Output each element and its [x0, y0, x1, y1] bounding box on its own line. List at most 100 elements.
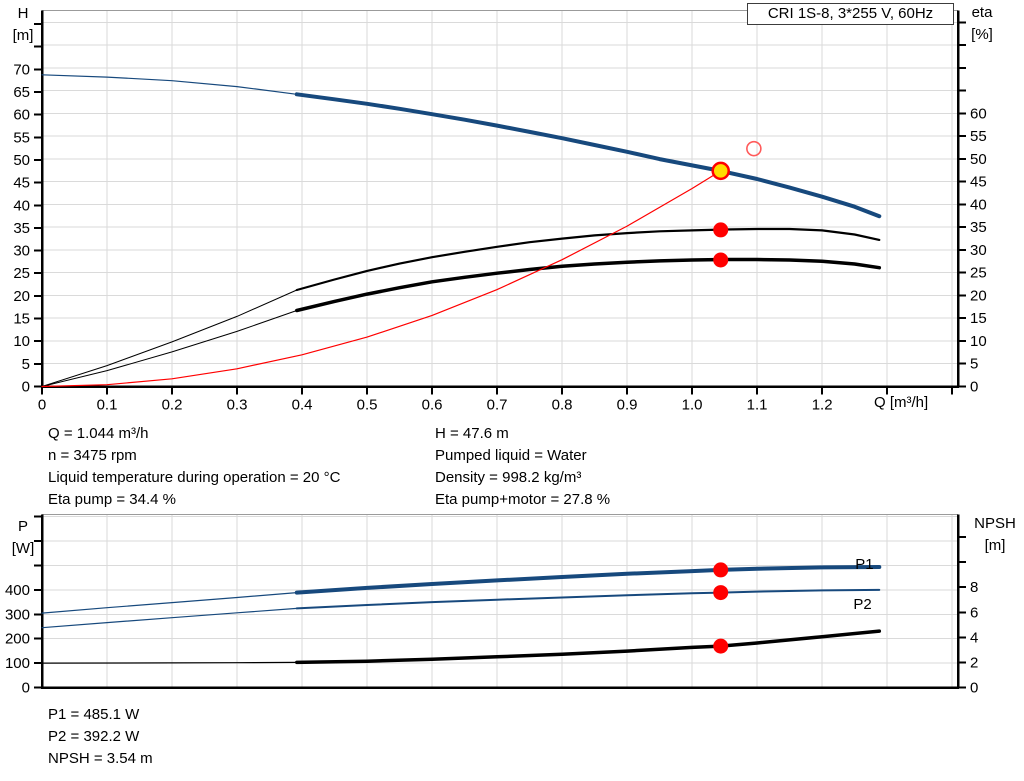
eta-axis-unit: [%] — [971, 26, 993, 43]
p2-point-marker — [713, 585, 729, 601]
left-tick-label: 20 — [13, 288, 30, 305]
left-tick-label: 25 — [13, 265, 30, 282]
right-tick-label: 50 — [970, 151, 987, 168]
qh-eta-chart: 0 5 10 15 20 25 30 35 40 45 50 55 60 65 70 0 5 10 15 20 25 30… — [13, 10, 987, 414]
left-tick-label: 5 — [22, 356, 30, 373]
right-tick-label: 6 — [970, 604, 978, 621]
left-tick-label: 100 — [5, 655, 30, 672]
left-tick-label: 0 — [22, 680, 30, 697]
gridlines — [42, 10, 958, 387]
eta-axis-letter: eta — [971, 4, 993, 21]
power-info: P1 = 485.1 W P2 = 392.2 W NPSH = 3.54 m — [48, 704, 153, 770]
eta-pump-curve — [295, 227, 881, 292]
x-tick-label: 0.1 — [97, 397, 118, 414]
x-tick-label: 1.0 — [682, 397, 703, 414]
q-axis-title: Q [m³/h] — [874, 394, 929, 411]
p2-curve-extrapolated — [41, 607, 298, 629]
right-tick-label: 60 — [970, 105, 987, 122]
p-axis-unit: [W] — [11, 540, 35, 557]
npsh-curve-extrapolated — [41, 661, 298, 664]
info-line-eta-pump-motor: Eta pump+motor = 27.8 % — [435, 491, 611, 508]
x-tick-label: 0.3 — [227, 397, 248, 414]
p1-curve — [294, 565, 882, 595]
p-axis-title: P [W] — [6, 516, 40, 560]
info-line-n: n = 3475 rpm — [48, 447, 137, 464]
h-axis-letter: H — [17, 5, 29, 22]
left-tick-label: 10 — [13, 333, 30, 350]
duty-point-marker — [711, 161, 730, 181]
left-tick-label: 50 — [13, 152, 30, 169]
eta-axis-title: eta [%] — [960, 2, 1004, 46]
right-tick-label: 5 — [970, 356, 978, 373]
rated-point-marker — [746, 140, 762, 157]
eta-pump-point-marker — [713, 222, 729, 238]
p2-curve — [295, 588, 881, 610]
x-tick-label: 0.9 — [617, 397, 638, 414]
power-npsh-chart: 0 100 200 300 400 0 2 4 6 8 P1 P2 — [5, 514, 978, 697]
curve-label-p1: P1 — [855, 556, 873, 573]
h-curve-extrapolated — [41, 74, 298, 95]
right-tick-label: 45 — [970, 174, 987, 191]
npsh-axis-unit: [m] — [984, 537, 1006, 554]
p-axis-letter: P — [17, 518, 28, 535]
eta-pump-curve-extrapolated — [41, 289, 298, 387]
x-tick-label: 0.8 — [552, 397, 573, 414]
left-tick-label: 40 — [13, 197, 30, 214]
x-tick-label: 1.1 — [747, 397, 768, 414]
info-line-p1: P1 = 485.1 W — [48, 706, 140, 723]
right-tick-label: 0 — [970, 680, 978, 697]
info-line-density: Density = 998.2 kg/m³ — [435, 469, 582, 486]
eta-pump-motor-curve — [295, 257, 882, 313]
right-tick-label: 2 — [970, 654, 978, 671]
npsh-axis-letter: NPSH — [974, 515, 1016, 532]
right-tick-label: 8 — [970, 579, 978, 596]
right-tick-label: 15 — [970, 310, 987, 327]
axes — [40, 10, 960, 388]
x-tick-label: 1.2 — [812, 397, 833, 414]
left-tick-label: 400 — [5, 582, 30, 599]
right-tick-label: 55 — [970, 128, 987, 145]
h-curve — [294, 92, 882, 219]
x-tick-label: 0.5 — [357, 397, 378, 414]
x-tick-label: 0.6 — [422, 397, 443, 414]
info-line-liquid: Pumped liquid = Water — [435, 447, 587, 464]
right-tick-label: 4 — [970, 629, 978, 646]
x-tick-label: 0 — [38, 397, 46, 414]
x-tick-label: 0.2 — [162, 397, 183, 414]
x-tick-label: 0.7 — [487, 397, 508, 414]
info-line-temperature: Liquid temperature during operation = 20… — [48, 469, 341, 486]
axis-ticks: 0 100 200 300 400 0 2 4 6 8 — [5, 515, 978, 697]
p1-curve-extrapolated — [41, 592, 298, 614]
info-line-eta-pump: Eta pump = 34.4 % — [48, 491, 176, 508]
left-tick-label: 0 — [22, 379, 30, 396]
left-tick-label: 35 — [13, 220, 30, 237]
right-tick-label: 10 — [970, 333, 987, 350]
gridlines — [42, 514, 958, 688]
h-axis-title: H [m] — [6, 3, 40, 47]
eta-pump-motor-point-marker — [713, 252, 729, 268]
left-tick-label: 55 — [13, 129, 30, 146]
left-tick-label: 300 — [5, 606, 30, 623]
right-tick-label: 30 — [970, 242, 987, 259]
system-curve — [41, 170, 722, 388]
left-tick-label: 15 — [13, 311, 30, 328]
p1-point-marker — [713, 562, 729, 578]
left-tick-label: 60 — [13, 107, 30, 124]
x-tick-label: 0.4 — [292, 397, 313, 414]
h-axis-unit: [m] — [12, 27, 34, 44]
eta-pump-motor-curve-extrapolated — [41, 310, 298, 387]
axis-ticks: 0 5 10 15 20 25 30 35 40 45 50 55 60 65 70 0 5 10 15 20 25 30… — [13, 21, 987, 414]
right-tick-label: 35 — [970, 219, 987, 236]
duty-info-right: H = 47.6 m Pumped liquid = Water Density… — [435, 423, 610, 511]
npsh-curve — [295, 629, 882, 665]
left-tick-label: 45 — [13, 175, 30, 192]
right-tick-label: 20 — [970, 287, 987, 304]
info-line-npsh: NPSH = 3.54 m — [48, 750, 153, 767]
info-line-h: H = 47.6 m — [435, 425, 509, 442]
left-tick-label: 65 — [13, 84, 30, 101]
right-tick-label: 25 — [970, 265, 987, 282]
right-tick-label: 0 — [970, 379, 978, 396]
left-tick-label: 70 — [13, 61, 30, 78]
